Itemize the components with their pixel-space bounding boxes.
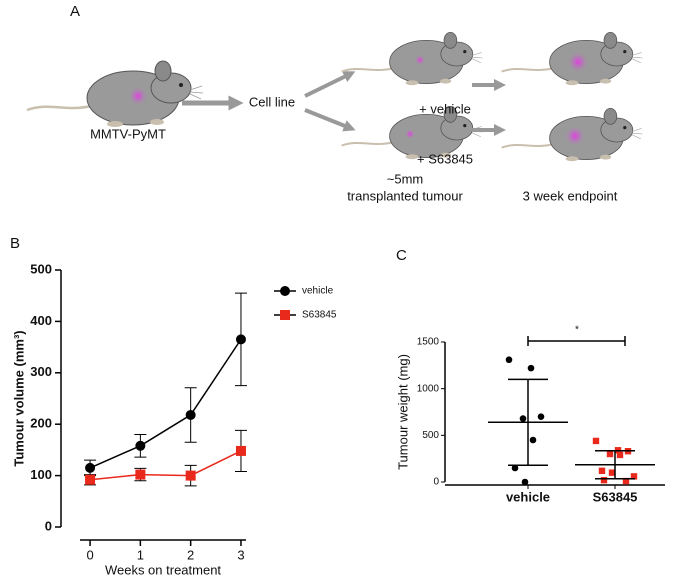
x-tick-label: S63845 bbox=[593, 489, 638, 504]
mouse bbox=[340, 31, 484, 87]
marker bbox=[511, 464, 519, 472]
y-tick-label: 100 bbox=[30, 467, 52, 482]
x-axis-label: Weeks on treatment bbox=[105, 562, 221, 577]
marker bbox=[606, 450, 614, 458]
marker bbox=[600, 476, 608, 484]
y-tick-label: 200 bbox=[30, 416, 52, 431]
marker bbox=[519, 415, 527, 422]
x-tick-label: 2 bbox=[187, 547, 194, 562]
marker bbox=[135, 440, 146, 451]
legend-label: S63845 bbox=[302, 310, 337, 321]
marker bbox=[235, 445, 246, 456]
tumour bbox=[565, 126, 585, 146]
marker bbox=[185, 470, 196, 481]
y-tick-label: 0 bbox=[433, 477, 439, 488]
source-label: MMTV-PyMT bbox=[90, 126, 166, 141]
y-tick-label: 500 bbox=[422, 430, 439, 441]
marker bbox=[505, 356, 513, 364]
arrow bbox=[304, 108, 356, 132]
y-tick-label: 500 bbox=[30, 261, 52, 276]
sd-bar bbox=[595, 449, 635, 480]
marker bbox=[592, 437, 600, 445]
marker bbox=[185, 409, 196, 420]
x-tick-label: 0 bbox=[86, 547, 93, 562]
y-axis-label: Tumour volume (mm³) bbox=[11, 330, 26, 466]
arrow bbox=[304, 71, 356, 98]
legend-label: vehicle bbox=[302, 286, 334, 297]
marker bbox=[622, 477, 630, 485]
x-tick-label: 3 bbox=[237, 547, 244, 562]
y-tick-label: 400 bbox=[30, 313, 52, 328]
marker bbox=[85, 474, 96, 485]
marker bbox=[527, 364, 535, 372]
cell-line-label: Cell line bbox=[249, 94, 295, 109]
series-line bbox=[89, 450, 242, 481]
tumour bbox=[405, 129, 415, 139]
tumour bbox=[129, 87, 147, 105]
arm-label: + S63845 bbox=[417, 151, 473, 166]
annotation: * bbox=[575, 325, 579, 336]
arm-label: + vehicle bbox=[419, 101, 471, 116]
series-line bbox=[89, 338, 242, 469]
panel-label: B bbox=[10, 235, 20, 252]
panel-label: C bbox=[396, 247, 407, 264]
legend-marker bbox=[280, 310, 290, 320]
marker bbox=[521, 478, 529, 486]
endpoint-label: 3 week endpoint bbox=[523, 188, 618, 203]
note: ~5mm bbox=[387, 171, 423, 186]
y-tick-label: 1000 bbox=[417, 383, 440, 394]
marker bbox=[608, 469, 616, 476]
marker bbox=[537, 413, 545, 420]
marker bbox=[85, 462, 96, 473]
marker bbox=[135, 469, 146, 480]
panel-label: A bbox=[70, 3, 80, 20]
tumour bbox=[415, 55, 425, 65]
legend-marker bbox=[280, 286, 290, 296]
mouse bbox=[25, 59, 205, 129]
sd-bar bbox=[508, 378, 548, 466]
tumour bbox=[568, 52, 588, 72]
y-tick-label: 0 bbox=[45, 518, 52, 533]
marker bbox=[235, 334, 246, 345]
x-tick-label: vehicle bbox=[506, 489, 550, 504]
marker bbox=[616, 451, 624, 459]
y-tick-label: 300 bbox=[30, 364, 52, 379]
y-tick-label: 1500 bbox=[417, 337, 440, 348]
x-tick-label: 1 bbox=[137, 547, 144, 562]
y-axis-label: Tumour weight (mg) bbox=[395, 354, 410, 470]
marker bbox=[529, 436, 537, 444]
marker bbox=[598, 467, 606, 474]
note: transplanted tumour bbox=[347, 188, 463, 203]
marker bbox=[630, 473, 638, 480]
panel-a: A MMTV-PyMT Cell line + vehicle + S63845… bbox=[25, 3, 644, 203]
